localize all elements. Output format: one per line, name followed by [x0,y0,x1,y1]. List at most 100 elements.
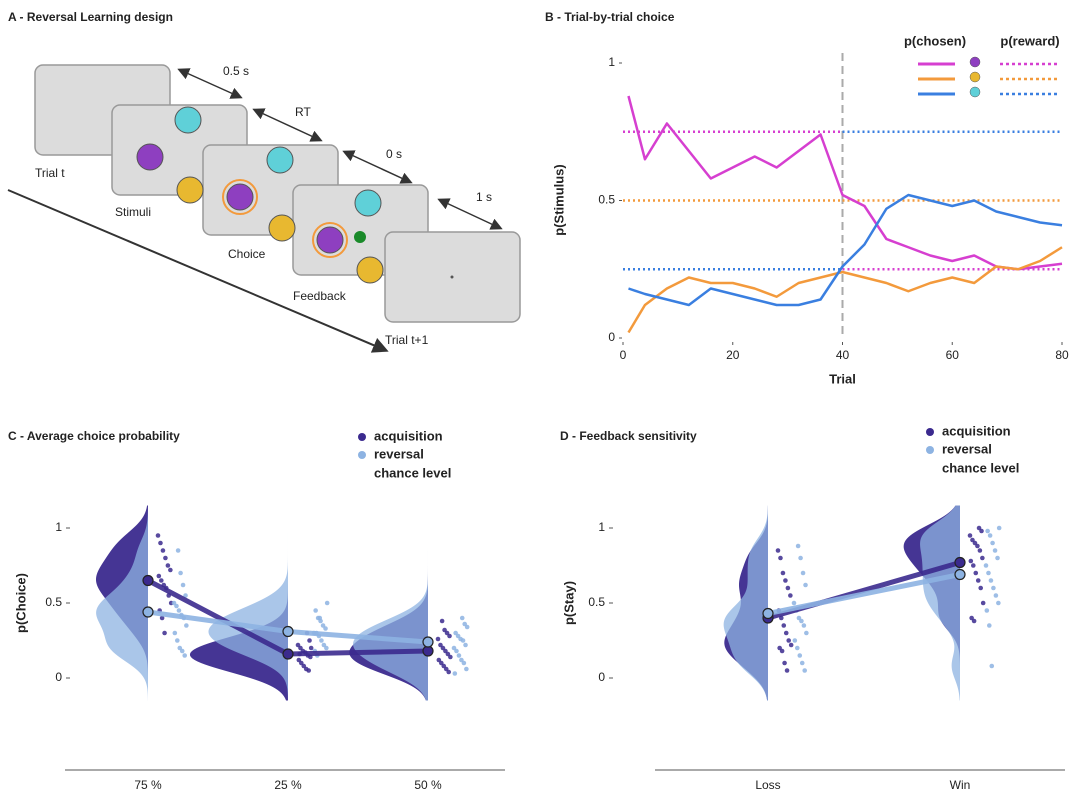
data-point [996,601,1001,606]
data-point [180,649,185,654]
data-point [984,563,989,568]
data-point [324,646,329,651]
data-point [978,586,983,591]
data-point [973,571,978,576]
data-point [975,544,980,549]
screen-label: Trial t+1 [385,333,429,347]
data-point [446,670,451,675]
choice-line [628,247,1062,332]
data-point [979,529,984,534]
figure: A - Reversal Learning design Trial tStim… [0,0,1071,795]
data-point [306,668,311,673]
mean-point [763,609,773,619]
data-point [978,548,983,553]
y-tick-label: 0.5 [588,595,605,609]
data-point [968,533,973,538]
data-point [175,638,180,643]
mean-point [283,649,293,659]
violin [724,506,768,701]
x-tick-label: Loss [755,778,780,792]
legend-icon [970,87,980,97]
data-point [990,541,995,546]
data-point [184,623,189,628]
panel-title: D - Feedback sensitivity [560,429,697,443]
stimulus-icon [177,177,203,203]
legend-marker [926,446,934,454]
choice-line [628,96,1062,269]
mean-point [143,576,153,586]
data-point [457,653,462,658]
data-point [981,601,986,606]
stimulus-icon [269,215,295,241]
data-point [453,671,458,676]
data-point [307,638,312,643]
feedback-dot [354,231,366,243]
data-point [461,638,466,643]
x-tick-label: 50 % [414,778,442,792]
data-point [448,655,453,660]
data-point [803,583,808,588]
timing-arrow [440,200,500,228]
data-point [460,616,465,621]
stimulus-icon [227,184,253,210]
x-tick-label: Win [950,778,971,792]
legend-marker [358,451,366,459]
panel-title: C - Average choice probability [8,429,180,443]
data-point [993,548,998,553]
fixation [451,276,454,279]
data-point [989,578,994,583]
data-point [987,623,992,628]
data-point [465,625,470,630]
data-point [181,583,186,588]
data-point [174,604,179,609]
legend-label: reversal [942,441,992,456]
data-point [986,571,991,576]
screen-label: Trial t [35,166,65,180]
data-point [157,574,162,579]
data-point [313,608,318,613]
data-point [159,578,164,583]
data-point [776,548,781,553]
x-tick-label: 40 [836,348,850,362]
data-point [464,667,469,672]
data-point [972,619,977,624]
mean-point [955,570,965,580]
data-point [985,608,990,613]
y-tick-label: 1 [55,520,62,534]
data-point [989,664,994,669]
data-point [778,556,783,561]
data-point [985,529,990,534]
data-point [997,526,1002,531]
data-point [785,668,790,673]
stimulus-icon [317,227,343,253]
data-point [800,661,805,666]
mean-point [955,558,965,568]
data-point [802,623,807,628]
data-point [789,643,794,648]
data-point [792,601,797,606]
y-axis-label: p(Stimulus) [551,164,566,236]
legend-marker [358,433,366,441]
y-tick-label: 0 [598,670,605,684]
stimulus-icon [355,190,381,216]
timing-label: 1 s [476,190,492,204]
violin [920,506,960,701]
y-axis-label: p(Choice) [13,573,28,633]
data-point [788,593,793,598]
stimulus-icon [175,107,201,133]
data-point [804,631,809,636]
legend-icon [970,72,980,82]
x-tick-label: 75 % [134,778,162,792]
mean-point [283,627,293,637]
data-point [323,626,328,631]
data-point [786,638,791,643]
data-point [463,643,468,648]
data-point [988,533,993,538]
legend-header: p(reward) [1000,33,1059,48]
data-point [797,653,802,658]
timing-label: RT [295,105,311,119]
data-point [161,548,166,553]
legend-label: acquisition [374,428,443,443]
data-point [786,586,791,591]
x-tick-label: 20 [726,348,740,362]
